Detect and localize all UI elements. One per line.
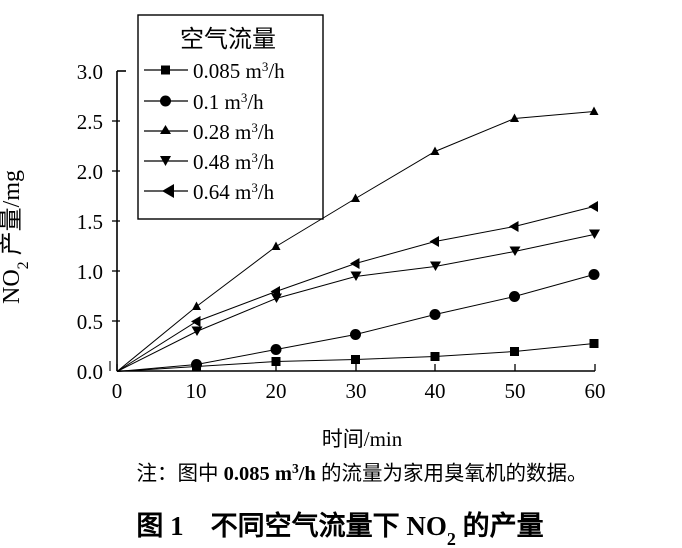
svg-text:2.0: 2.0 [77, 160, 103, 184]
svg-text:40: 40 [425, 379, 446, 403]
svg-text:20: 20 [266, 379, 287, 403]
svg-text:0.5: 0.5 [77, 310, 103, 334]
svg-text:0: 0 [112, 379, 123, 403]
svg-text:60: 60 [585, 379, 606, 403]
svg-text:1.0: 1.0 [77, 260, 103, 284]
svg-text:0.28 m3/h: 0.28 m3/h [193, 120, 275, 145]
svg-text:0.085 m3/h: 0.085 m3/h [193, 59, 285, 84]
svg-text:0.1 m3/h: 0.1 m3/h [193, 90, 264, 115]
svg-text:0.64 m3/h: 0.64 m3/h [193, 180, 275, 205]
svg-text:50: 50 [505, 379, 526, 403]
svg-text:时间/min: 时间/min [322, 427, 403, 451]
svg-text:3.0: 3.0 [77, 60, 103, 84]
svg-text:0.48 m3/h: 0.48 m3/h [193, 150, 275, 175]
svg-text:2.5: 2.5 [77, 110, 103, 134]
svg-text:1.5: 1.5 [77, 210, 103, 234]
svg-text:10: 10 [186, 379, 207, 403]
svg-text:注：图中 0.085 m3/h 的流量为家用臭氧机的数据。: 注：图中 0.085 m3/h 的流量为家用臭氧机的数据。 [137, 461, 588, 486]
svg-text:空气流量: 空气流量 [180, 26, 276, 53]
svg-text:0.0: 0.0 [77, 360, 103, 384]
svg-text:30: 30 [346, 379, 367, 403]
